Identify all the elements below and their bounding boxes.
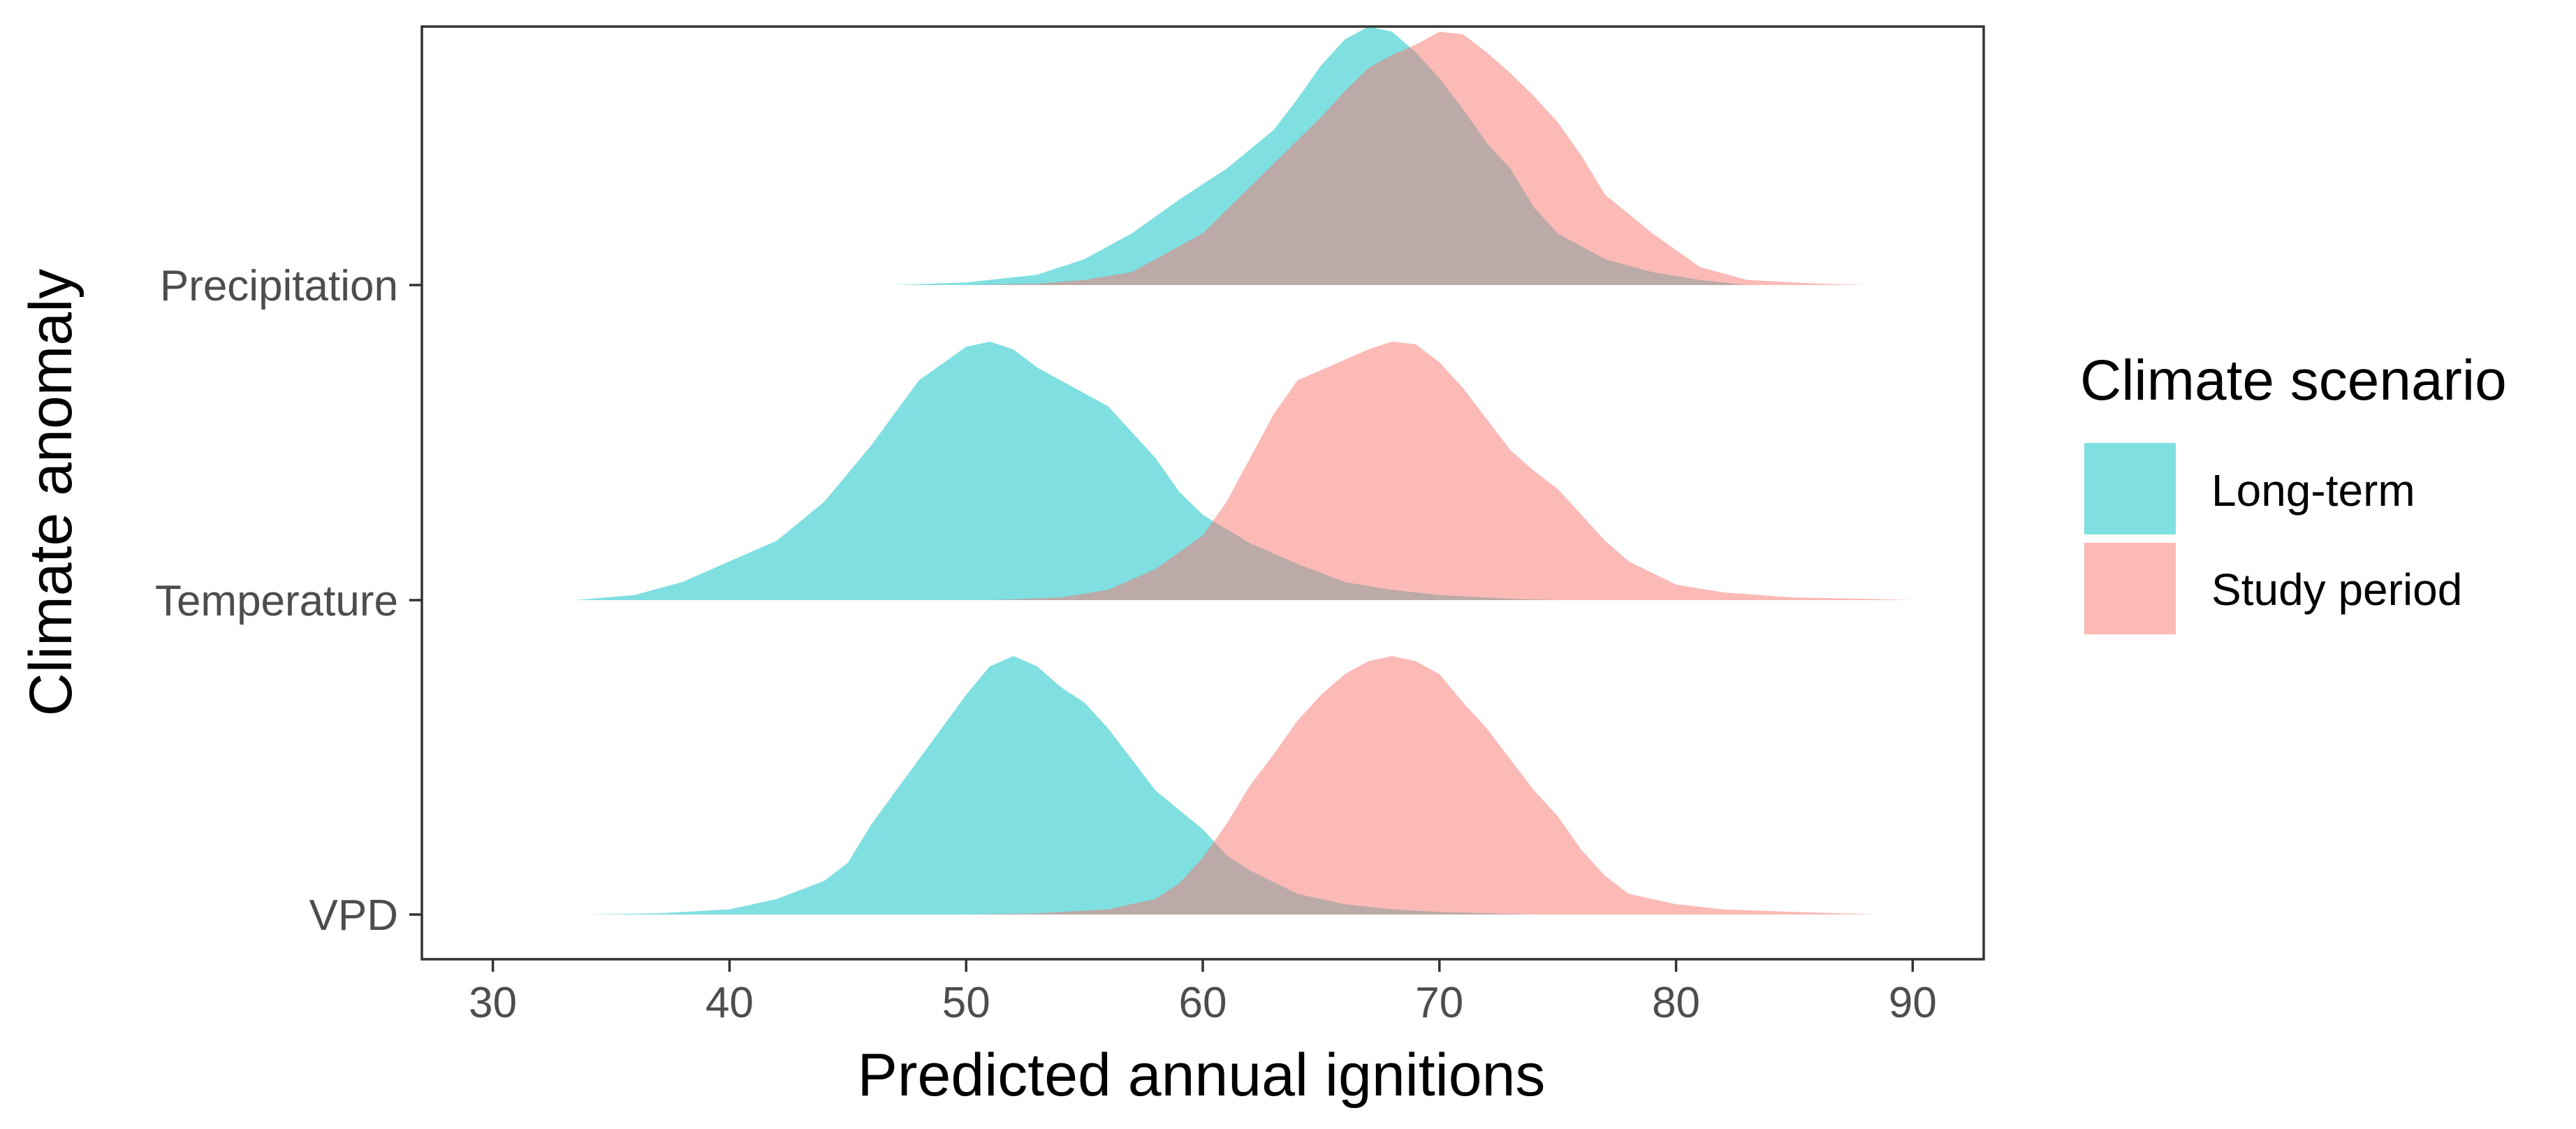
y-tick-label-vpd: VPD <box>309 891 398 940</box>
density-study-period-vpd <box>966 656 1878 915</box>
legend-key-long-term <box>2084 443 2176 534</box>
legend-key-study-period <box>2084 543 2176 634</box>
x-tick-label-50: 50 <box>942 979 990 1027</box>
y-tick-label-temperature: Temperature <box>155 577 398 625</box>
density-layer <box>576 27 1913 915</box>
density-long-term-vpd <box>587 656 1535 915</box>
legend: Climate scenario Long-term Study period <box>2080 349 2507 634</box>
density-study-period-precipitation <box>966 31 1866 286</box>
density-study-period-temperature <box>990 342 1913 600</box>
x-tick-label-70: 70 <box>1415 979 1463 1027</box>
x-tick-label-30: 30 <box>469 979 517 1027</box>
x-tick-label-40: 40 <box>705 979 754 1027</box>
x-axis-title: Predicted annual ignitions <box>858 1042 1546 1109</box>
x-tick-label-90: 90 <box>1889 979 1937 1027</box>
x-tick-label-80: 80 <box>1652 979 1700 1027</box>
density-long-term-temperature <box>576 342 1558 600</box>
legend-title: Climate scenario <box>2080 349 2507 412</box>
x-tick-label-60: 60 <box>1179 979 1227 1027</box>
y-axis-title: Climate anomaly <box>17 269 85 716</box>
legend-label-study-period: Study period <box>2211 564 2462 615</box>
x-axis: 30 40 50 60 70 80 90 <box>469 959 1937 1027</box>
y-axis: Precipitation Temperature VPD <box>155 262 422 940</box>
y-tick-label-precipitation: Precipitation <box>160 262 398 310</box>
legend-label-long-term: Long-term <box>2211 465 2415 516</box>
